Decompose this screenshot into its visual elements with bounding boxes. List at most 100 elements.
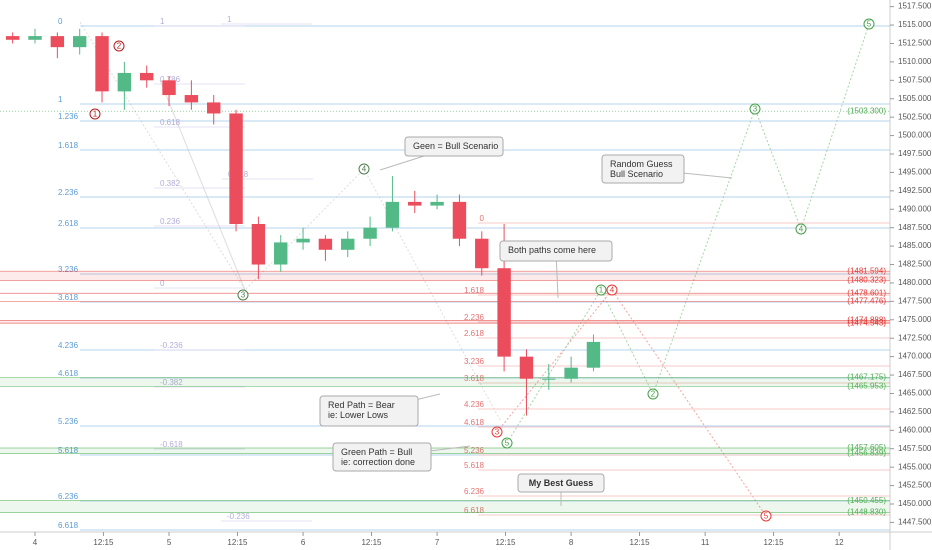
fib-label: 4.618 xyxy=(464,418,485,427)
price-level-label: (1457.605) xyxy=(847,443,886,452)
y-tick-label: 1500.000 xyxy=(898,131,932,140)
y-tick-label: 1487.500 xyxy=(898,223,932,232)
price-level-label: (1478.601) xyxy=(847,288,886,297)
y-tick-label: 1450.000 xyxy=(898,499,932,508)
candle-body xyxy=(408,201,422,206)
wave-marker xyxy=(358,163,370,175)
x-tick-label: 12:15 xyxy=(495,538,516,547)
fib-label: 2.618 xyxy=(464,329,485,338)
price-level-label: (1477.476) xyxy=(847,297,886,306)
price-level-label: (1467.175) xyxy=(847,373,886,382)
y-tick-label: 1447.500 xyxy=(898,518,932,527)
x-tick-label: 11 xyxy=(701,538,710,547)
wave-marker xyxy=(647,388,659,400)
candle-body xyxy=(475,238,489,269)
y-tick-label: 1452.500 xyxy=(898,481,932,490)
wave-marker xyxy=(113,40,125,52)
fib-label: 6.236 xyxy=(464,487,485,496)
y-tick-label: 1455.000 xyxy=(898,462,932,471)
x-tick-label: 12 xyxy=(835,538,844,547)
fib-label: 3.236 xyxy=(464,357,485,366)
wave-marker xyxy=(89,108,101,120)
wave-marker xyxy=(501,437,513,449)
callout-box xyxy=(517,473,605,493)
fib-label: -0.382 xyxy=(160,378,183,387)
y-tick-label: 1495.000 xyxy=(898,168,932,177)
wave-marker xyxy=(595,284,607,296)
zone xyxy=(0,271,890,281)
candle-body xyxy=(385,201,400,228)
y-tick-label: 1457.500 xyxy=(898,444,932,453)
x-tick-label: 12:15 xyxy=(93,538,114,547)
candle-body xyxy=(162,80,176,96)
wave-marker xyxy=(760,510,772,522)
fib-label: 0.382 xyxy=(160,179,181,188)
wave-label: 2 xyxy=(117,42,122,51)
y-tick-label: 1490.000 xyxy=(898,204,932,213)
fib-label: -0.236 xyxy=(160,341,183,350)
candle-body xyxy=(184,95,199,103)
zone xyxy=(0,447,890,454)
candle-body xyxy=(229,113,243,224)
price-level-label: (1481.594) xyxy=(847,266,886,275)
wave-label: 3 xyxy=(753,105,758,114)
callout-box xyxy=(319,395,419,427)
y-tick-label: 1515.000 xyxy=(898,20,932,29)
y-tick-label: 1505.000 xyxy=(898,94,932,103)
callout-text: Random Guess xyxy=(610,159,673,169)
y-tick-label: 1467.500 xyxy=(898,370,932,379)
wave-label: 4 xyxy=(799,225,804,234)
fib-label: 0.618 xyxy=(160,118,181,127)
fib-label: 1.618 xyxy=(58,141,79,150)
candle-body xyxy=(251,224,266,265)
fib-label: 6.618 xyxy=(58,521,79,530)
callout-box xyxy=(499,240,613,262)
x-tick-label: 7 xyxy=(435,538,440,547)
wave-label: 5 xyxy=(505,439,510,448)
y-tick-label: 1485.000 xyxy=(898,241,932,250)
wave-label: 2 xyxy=(651,390,656,399)
candle-body xyxy=(363,227,377,239)
zone xyxy=(0,500,890,513)
callout-text: Green Path = Bull xyxy=(341,447,412,457)
y-tick-label: 1502.500 xyxy=(898,112,932,121)
y-tick-label: 1477.500 xyxy=(898,296,932,305)
wave-label: 5 xyxy=(867,20,872,29)
candle-body xyxy=(586,341,601,368)
fib-label: 3.236 xyxy=(58,265,79,274)
zone xyxy=(0,320,890,324)
fib-label: -0.618 xyxy=(160,440,183,449)
callout-text: Geen = Bull Scenario xyxy=(413,141,498,151)
candle-body xyxy=(430,201,444,206)
callout-text: Red Path = Bear xyxy=(328,400,395,410)
x-tick-label: 12:15 xyxy=(764,538,785,547)
wave-label: 4 xyxy=(610,286,615,295)
wave-marker xyxy=(491,426,503,438)
callout-text: My Best Guess xyxy=(529,478,594,488)
y-tick-label: 1460.000 xyxy=(898,425,932,434)
bull-path xyxy=(506,23,870,444)
y-tick-label: 1472.500 xyxy=(898,333,932,342)
annotations xyxy=(79,21,870,517)
price-level-label: (1450.455) xyxy=(847,496,886,505)
y-tick-label: 1465.000 xyxy=(898,389,932,398)
x-tick-label: 5 xyxy=(167,538,172,547)
y-tick-label: 1517.500 xyxy=(898,2,932,11)
fib-label: 2.618 xyxy=(58,219,79,228)
fib-label: 4.618 xyxy=(58,369,79,378)
candle-body xyxy=(274,242,288,265)
callout-box xyxy=(404,136,504,157)
fib-label: 4.236 xyxy=(58,341,79,350)
candle-body xyxy=(296,238,310,243)
x-tick-label: 12:15 xyxy=(361,538,382,547)
fib-label: 5.236 xyxy=(58,417,79,426)
y-tick-label: 1510.000 xyxy=(898,57,932,66)
zone xyxy=(0,377,890,387)
fib-label: 0.236 xyxy=(160,217,181,226)
wave-marker xyxy=(237,289,249,301)
wave-marker xyxy=(863,18,875,30)
fib-label: 3.618 xyxy=(464,374,485,383)
callout-box xyxy=(601,154,685,184)
fib-label: 6.618 xyxy=(464,506,485,515)
